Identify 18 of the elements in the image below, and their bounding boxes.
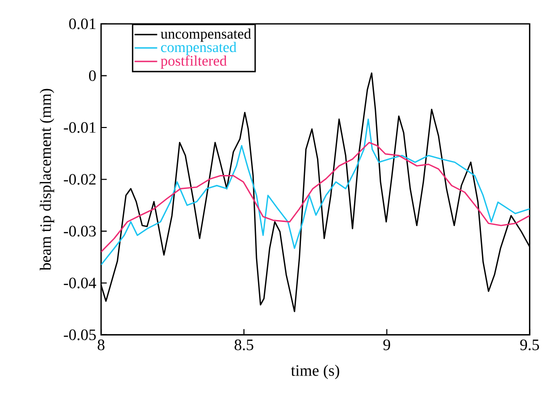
legend-label: postfiltered xyxy=(160,55,227,69)
line-series xyxy=(101,142,530,252)
y-tick-label: -0.04 xyxy=(64,277,96,288)
x-tick-label: 9.5 xyxy=(520,339,539,350)
x-axis-title: time (s) xyxy=(291,364,340,379)
line-series xyxy=(101,118,530,266)
y-tick-label: 0 xyxy=(89,70,96,81)
legend-label: compensated xyxy=(161,42,236,55)
x-tick-label: 8 xyxy=(98,339,104,350)
y-tick-label: -0.02 xyxy=(64,174,96,185)
y-tick-label: -0.05 xyxy=(64,329,96,340)
y-tick-label: -0.01 xyxy=(64,122,96,133)
x-tick-label: 8.5 xyxy=(234,339,254,350)
y-axis-title: beam tip displacement (mm) xyxy=(40,88,54,270)
y-tick-label: -0.03 xyxy=(64,226,96,236)
y-tick-label: 0.01 xyxy=(69,18,96,30)
legend-label: uncompensated xyxy=(160,28,251,42)
x-tick-label: 9 xyxy=(383,339,390,350)
